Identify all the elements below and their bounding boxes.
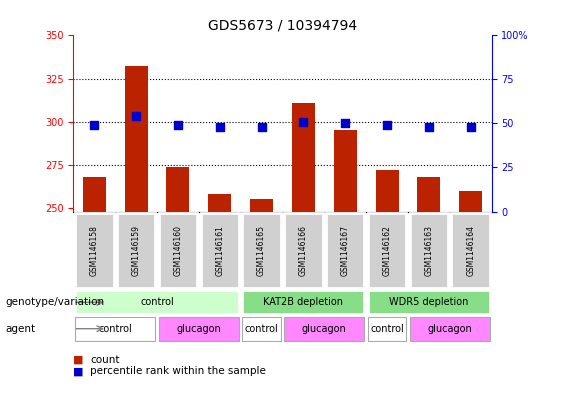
FancyBboxPatch shape <box>75 290 239 314</box>
Bar <box>292 103 315 211</box>
Point <box>132 113 141 119</box>
Text: glucagon: glucagon <box>176 324 221 334</box>
Text: GSM1146160: GSM1146160 <box>173 225 182 276</box>
Point <box>90 122 99 129</box>
Text: control: control <box>140 297 174 307</box>
Text: GSM1146162: GSM1146162 <box>383 225 392 276</box>
Text: genotype/variation: genotype/variation <box>6 297 105 307</box>
Text: glucagon: glucagon <box>427 324 472 334</box>
FancyBboxPatch shape <box>368 317 406 341</box>
Text: ■: ■ <box>73 366 84 376</box>
Text: GSM1146165: GSM1146165 <box>257 225 266 276</box>
Bar <box>459 191 482 211</box>
FancyBboxPatch shape <box>242 213 281 288</box>
Text: GSM1146164: GSM1146164 <box>466 225 475 276</box>
Point <box>466 124 475 130</box>
FancyBboxPatch shape <box>75 213 114 288</box>
Text: control: control <box>245 324 279 334</box>
FancyBboxPatch shape <box>117 213 155 288</box>
Bar <box>83 177 106 211</box>
Text: count: count <box>90 354 120 365</box>
Point <box>173 122 182 129</box>
Text: KAT2B depletion: KAT2B depletion <box>263 297 344 307</box>
Bar <box>250 200 273 211</box>
FancyBboxPatch shape <box>284 213 323 288</box>
FancyBboxPatch shape <box>410 317 490 341</box>
FancyBboxPatch shape <box>368 290 490 314</box>
Bar <box>334 130 357 211</box>
Point <box>215 124 224 130</box>
Text: control: control <box>98 324 132 334</box>
Text: glucagon: glucagon <box>302 324 347 334</box>
Text: GSM1146158: GSM1146158 <box>90 225 99 276</box>
FancyBboxPatch shape <box>368 213 406 288</box>
Point <box>341 120 350 127</box>
FancyBboxPatch shape <box>451 213 490 288</box>
Bar <box>376 170 398 211</box>
Text: GSM1146159: GSM1146159 <box>132 225 141 276</box>
FancyBboxPatch shape <box>75 317 155 341</box>
Point <box>299 119 308 125</box>
Bar <box>125 66 147 211</box>
Text: GSM1146167: GSM1146167 <box>341 225 350 276</box>
Point <box>257 124 266 130</box>
Title: GDS5673 / 10394794: GDS5673 / 10394794 <box>208 19 357 33</box>
Text: control: control <box>370 324 404 334</box>
Text: ■: ■ <box>73 354 84 365</box>
Point <box>383 122 392 129</box>
Text: GSM1146166: GSM1146166 <box>299 225 308 276</box>
FancyBboxPatch shape <box>326 213 364 288</box>
FancyBboxPatch shape <box>159 213 197 288</box>
FancyBboxPatch shape <box>410 213 448 288</box>
FancyBboxPatch shape <box>242 317 281 341</box>
Point <box>424 124 433 130</box>
FancyBboxPatch shape <box>242 290 364 314</box>
Text: WDR5 depletion: WDR5 depletion <box>389 297 468 307</box>
Text: GSM1146161: GSM1146161 <box>215 225 224 276</box>
Bar <box>418 177 440 211</box>
Text: GSM1146163: GSM1146163 <box>424 225 433 276</box>
Bar <box>208 194 231 211</box>
Text: percentile rank within the sample: percentile rank within the sample <box>90 366 266 376</box>
Bar <box>167 167 189 211</box>
FancyBboxPatch shape <box>284 317 364 341</box>
FancyBboxPatch shape <box>159 317 239 341</box>
FancyBboxPatch shape <box>201 213 239 288</box>
Text: agent: agent <box>6 324 36 334</box>
